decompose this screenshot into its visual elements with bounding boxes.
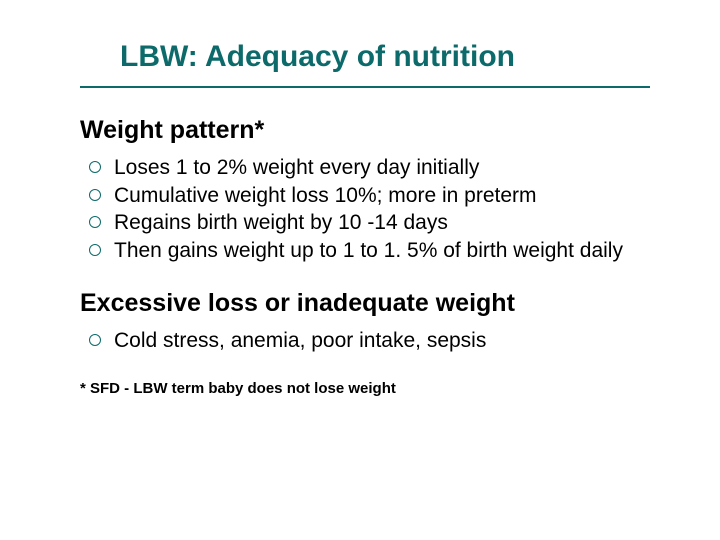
section-heading-1: Excessive loss or inadequate weight xyxy=(80,289,650,318)
list-item: Loses 1 to 2% weight every day initially xyxy=(80,155,650,181)
title-divider xyxy=(80,86,650,88)
list-item: Regains birth weight by 10 -14 days xyxy=(80,210,650,236)
slide: LBW: Adequacy of nutrition Weight patter… xyxy=(0,0,720,540)
section-heading-0: Weight pattern* xyxy=(80,116,650,145)
list-item: Then gains weight up to 1 to 1. 5% of bi… xyxy=(80,238,650,264)
list-item: Cumulative weight loss 10%; more in pret… xyxy=(80,183,650,209)
bullet-list-0: Loses 1 to 2% weight every day initially… xyxy=(80,155,650,263)
list-item: Cold stress, anemia, poor intake, sepsis xyxy=(80,328,650,354)
footnote: * SFD - LBW term baby does not lose weig… xyxy=(80,380,650,397)
bullet-list-1: Cold stress, anemia, poor intake, sepsis xyxy=(80,328,650,354)
slide-title: LBW: Adequacy of nutrition xyxy=(80,40,650,74)
